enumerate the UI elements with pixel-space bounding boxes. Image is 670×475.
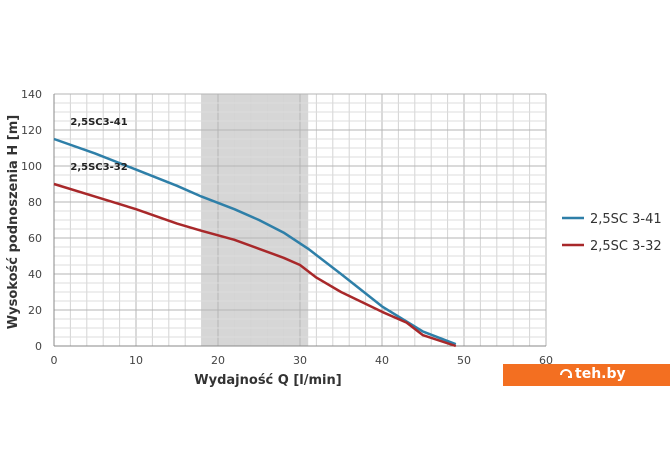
y-tick-label: 140 — [21, 88, 42, 101]
y-tick-label: 60 — [28, 232, 42, 245]
tick-labels-layer: 0 10 20 30 40 50 60 0 20 40 60 80 100 120 140 — [21, 88, 553, 367]
brand-logo-icon — [560, 369, 572, 378]
series-line — [53, 137, 457, 346]
brand-banner: teh.by — [503, 364, 670, 386]
x-tick-label: 10 — [129, 354, 143, 367]
grid-layer — [53, 93, 547, 347]
x-tick-label: 20 — [211, 354, 225, 367]
axis-layer — [53, 94, 546, 347]
y-tick-label: 40 — [28, 268, 42, 281]
series-layer: 2,5SC3-41 2,5SC3-32 — [53, 117, 457, 348]
x-axis-title: Wydajność Q [l/min] — [194, 373, 341, 388]
y-tick-label: 0 — [35, 340, 42, 353]
x-tick-label: 50 — [457, 354, 471, 367]
y-tick-label: 80 — [28, 196, 42, 209]
x-tick-label: 40 — [375, 354, 389, 367]
y-axis-title: Wysokość podnoszenia H [m] — [6, 115, 21, 329]
x-tick-label: 60 — [539, 354, 553, 367]
x-tick-label: 30 — [293, 354, 307, 367]
x-tick-label: 0 — [51, 354, 58, 367]
curve-label: 2,5SC3-32 — [70, 162, 127, 173]
legend-label: 2,5SC 3-41 — [590, 212, 662, 227]
legend-label: 2,5SC 3-32 — [590, 239, 662, 254]
brand-text: teh.by — [575, 366, 626, 382]
curve-label: 2,5SC3-41 — [70, 117, 127, 128]
y-tick-label: 120 — [21, 124, 42, 137]
series-line — [53, 182, 457, 348]
y-tick-label: 100 — [21, 160, 42, 173]
y-tick-label: 20 — [28, 304, 42, 317]
legend-layer: 2,5SC 3-41 2,5SC 3-32 — [562, 212, 662, 254]
